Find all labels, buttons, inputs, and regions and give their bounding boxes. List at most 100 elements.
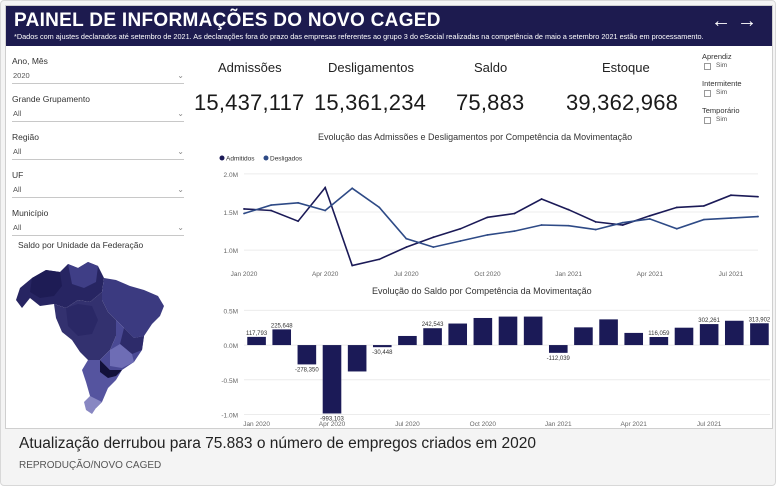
chevron-down-icon[interactable]: ⌄ xyxy=(177,223,184,232)
back-arrow-icon[interactable]: ← xyxy=(711,10,731,32)
checkbox[interactable] xyxy=(704,117,711,124)
filter-select[interactable]: 2020 xyxy=(12,70,184,84)
kpi-admissoes-label: Admissões xyxy=(218,60,282,75)
chevron-down-icon[interactable]: ⌄ xyxy=(177,185,184,194)
data-point xyxy=(432,236,435,239)
dashboard-title: PAINEL DE INFORMAÇÕES DO NOVO CAGED xyxy=(14,10,441,31)
bar-data-label: -993,103 xyxy=(320,416,344,422)
bar-data-label: -278,350 xyxy=(295,367,319,373)
x-tick-label: Jul 2020 xyxy=(394,271,419,278)
map-state-ba[interactable] xyxy=(120,328,144,354)
data-point xyxy=(378,206,381,209)
data-point xyxy=(513,212,516,215)
map-state-pa[interactable] xyxy=(68,262,98,288)
bar-data-label: 225,648 xyxy=(271,323,293,329)
data-point xyxy=(757,195,759,198)
filter-municipio: Município All ⌄ xyxy=(12,208,186,246)
data-point xyxy=(324,209,327,212)
checkbox-label: Sim xyxy=(716,62,728,69)
data-point xyxy=(405,246,408,249)
x-tick-label: Oct 2020 xyxy=(474,271,501,278)
map-state-mt[interactable] xyxy=(66,304,98,336)
map-state-mg[interactable] xyxy=(110,344,134,368)
data-point xyxy=(702,204,705,207)
bar-data-label: 116,059 xyxy=(648,331,670,337)
line-chart-title: Evolução das Admissões e Desligamentos p… xyxy=(318,132,633,142)
filter-label: Região xyxy=(12,132,39,142)
data-point xyxy=(675,227,678,230)
x-tick-label: Jan 2021 xyxy=(555,271,582,278)
x-tick-label: Apr 2021 xyxy=(637,271,664,278)
data-point xyxy=(540,198,543,200)
data-point xyxy=(702,218,705,221)
data-point xyxy=(351,187,354,190)
filter-label: Intermitente xyxy=(702,79,742,88)
bar xyxy=(649,337,669,346)
filter-ano-mes: Ano, Mês 2020 ⌄ xyxy=(12,56,186,94)
data-point xyxy=(648,214,651,217)
checkbox[interactable] xyxy=(704,90,711,97)
x-tick-label: Jan 2020 xyxy=(243,421,270,428)
data-point xyxy=(351,264,354,267)
x-tick-label: Apr 2021 xyxy=(621,421,648,428)
filter-select[interactable]: All xyxy=(12,184,184,198)
filter-select[interactable]: All xyxy=(12,222,184,236)
x-tick-label: Jan 2020 xyxy=(231,271,258,278)
y-tick-label: 1.0M xyxy=(224,248,238,255)
filter-select[interactable]: All xyxy=(12,146,184,160)
x-tick-label: Jan 2021 xyxy=(545,421,572,428)
bar xyxy=(674,327,694,346)
bar xyxy=(322,345,342,414)
filter-select[interactable]: All xyxy=(12,108,184,122)
y-tick-label: 2.0M xyxy=(224,172,238,179)
bar xyxy=(448,323,468,346)
x-tick-label: Apr 2020 xyxy=(319,421,346,428)
kpi-estoque-value: 39,362,968 xyxy=(566,90,679,115)
bar xyxy=(247,336,266,346)
bar xyxy=(372,345,392,348)
map-state-sp[interactable] xyxy=(100,360,122,378)
checkbox[interactable] xyxy=(704,63,711,70)
bar xyxy=(574,327,593,346)
bar-data-label: 242,543 xyxy=(422,322,444,328)
map-state-rs[interactable] xyxy=(84,396,102,414)
bar xyxy=(750,323,769,346)
data-point xyxy=(297,201,300,204)
kpi-desligamentos-label: Desligamentos xyxy=(328,60,414,75)
contract-type-filters: Aprendiz Sim Intermitente Sim Temporário… xyxy=(702,52,770,133)
brazil-map[interactable] xyxy=(12,256,190,428)
checkbox-label: Sim xyxy=(716,89,728,96)
forward-arrow-icon[interactable]: → xyxy=(737,10,757,32)
x-tick-label: Oct 2020 xyxy=(470,421,497,428)
bar-chart-title: Evolução do Saldo por Competência da Mov… xyxy=(372,286,592,296)
filter-intermitente: Intermitente Sim xyxy=(702,79,770,106)
line-chart[interactable]: 1.0M 1.5M 2.0M Jan 2020 Apr 2020 Jul 2020 Oct … xyxy=(210,146,770,278)
dashboard-screenshot: PAINEL DE INFORMAÇÕES DO NOVO CAGED *Dad… xyxy=(5,5,773,429)
chevron-down-icon[interactable]: ⌄ xyxy=(177,71,184,80)
filter-label: Aprendiz xyxy=(702,52,732,61)
y-tick-label: 1.5M xyxy=(224,210,238,217)
data-point xyxy=(297,220,300,223)
map-region-northeast[interactable] xyxy=(102,278,164,338)
bar xyxy=(347,345,367,372)
data-point xyxy=(324,186,327,189)
map-state-am[interactable] xyxy=(30,270,62,298)
bar xyxy=(297,345,317,365)
bar xyxy=(624,332,644,346)
kpi-estoque-label: Estoque xyxy=(602,60,650,75)
chevron-down-icon[interactable]: ⌄ xyxy=(177,147,184,156)
data-point xyxy=(567,224,570,227)
bar-data-label: 302,261 xyxy=(698,318,720,324)
bar xyxy=(423,328,442,346)
map-title: Saldo por Unidade da Federação xyxy=(18,240,144,250)
chevron-down-icon[interactable]: ⌄ xyxy=(177,109,184,118)
y-tick-label: 0.0M xyxy=(224,343,238,350)
checkbox-label: Sim xyxy=(716,116,728,123)
bar xyxy=(724,320,744,346)
bar xyxy=(599,319,618,346)
data-point xyxy=(459,227,462,230)
data-point xyxy=(675,206,678,209)
kpi-desligamentos-value: 15,361,234 xyxy=(314,90,427,115)
data-point xyxy=(648,217,651,220)
